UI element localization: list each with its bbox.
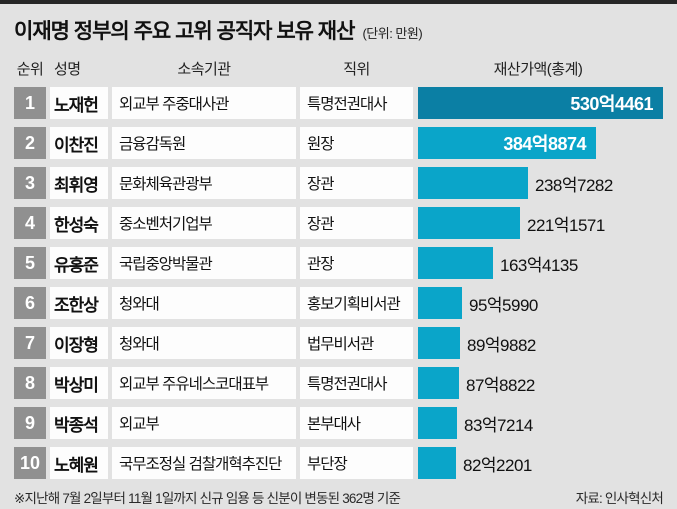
table-row: 6 조한상 청와대 홍보기획비서관 95억5990 bbox=[14, 287, 677, 319]
value-bar bbox=[418, 327, 460, 359]
name-cell: 한성숙 bbox=[50, 207, 108, 239]
org-cell: 청와대 bbox=[112, 287, 296, 319]
value-bar bbox=[418, 407, 457, 439]
org-cell: 외교부 주중대사관 bbox=[112, 87, 296, 119]
value-bar: 384억8874 bbox=[418, 127, 596, 159]
position-cell: 부단장 bbox=[300, 447, 413, 479]
value-bar bbox=[418, 247, 493, 279]
org-cell: 청와대 bbox=[112, 327, 296, 359]
org-cell: 외교부 주유네스코대표부 bbox=[112, 367, 296, 399]
org-cell: 금융감독원 bbox=[112, 127, 296, 159]
org-cell: 문화체육관광부 bbox=[112, 167, 296, 199]
bar-track: 530억4461 bbox=[418, 87, 677, 119]
unit-label: (단위: 만원) bbox=[362, 26, 423, 41]
value-label-outside: 82억2201 bbox=[463, 455, 532, 475]
table-row: 10 노혜원 국무조정실 검찰개혁추진단 부단장 82억2201 bbox=[14, 447, 677, 479]
table-row: 3 최휘영 문화체육관광부 장관 238억7282 bbox=[14, 167, 677, 199]
footer: ※지난해 7월 2일부터 11월 1일까지 신규 임용 등 신분이 변동된 36… bbox=[14, 487, 664, 507]
value-bar bbox=[418, 287, 462, 319]
table-row: 5 유홍준 국립중앙박물관 관장 163억4135 bbox=[14, 247, 677, 279]
rank-badge: 5 bbox=[14, 247, 46, 279]
name-cell: 이찬진 bbox=[50, 127, 108, 159]
table-row: 4 한성숙 중소벤처기업부 장관 221억1571 bbox=[14, 207, 677, 239]
bar-track: 163억4135 bbox=[418, 247, 677, 279]
value-label-outside: 89억9882 bbox=[467, 335, 536, 355]
position-cell: 특명전권대사 bbox=[300, 87, 413, 119]
column-header-rank: 순위 bbox=[16, 61, 44, 78]
name-cell: 노혜원 bbox=[50, 447, 108, 479]
value-bar bbox=[418, 167, 528, 199]
value-label-outside: 163억4135 bbox=[500, 255, 578, 275]
column-headers: 순위 성명 소속기관 직위 재산가액(총계) bbox=[14, 58, 663, 79]
column-header-value: 재산가액(총계) bbox=[493, 61, 583, 78]
bar-track: 384억8874 bbox=[418, 127, 677, 159]
value-label-inside: 530억4461 bbox=[570, 94, 653, 114]
value-label-outside: 95억5990 bbox=[469, 295, 538, 315]
name-cell: 박상미 bbox=[50, 367, 108, 399]
org-cell: 외교부 bbox=[112, 407, 296, 439]
rank-badge: 4 bbox=[14, 207, 46, 239]
rank-badge: 9 bbox=[14, 407, 46, 439]
title-row: 이재명 정부의 주요 고위 공직자 보유 재산 (단위: 만원) bbox=[0, 4, 677, 45]
position-cell: 홍보기획비서관 bbox=[300, 287, 413, 319]
value-label-outside: 238억7282 bbox=[535, 175, 613, 195]
table-row: 1 노재헌 외교부 주중대사관 특명전권대사 530억4461 bbox=[14, 87, 677, 119]
bar-track: 83억7214 bbox=[418, 407, 677, 439]
table-row: 2 이찬진 금융감독원 원장 384억8874 bbox=[14, 127, 677, 159]
bar-track: 89억9882 bbox=[418, 327, 677, 359]
rank-badge: 7 bbox=[14, 327, 46, 359]
rank-badge: 3 bbox=[14, 167, 46, 199]
footnote: ※지난해 7월 2일부터 11월 1일까지 신규 임용 등 신분이 변동된 36… bbox=[14, 491, 401, 506]
value-bar bbox=[418, 447, 456, 479]
bar-track: 82억2201 bbox=[418, 447, 677, 479]
name-cell: 유홍준 bbox=[50, 247, 108, 279]
name-cell: 노재헌 bbox=[50, 87, 108, 119]
value-label-outside: 83억7214 bbox=[464, 415, 533, 435]
column-header-name: 성명 bbox=[54, 61, 81, 78]
position-cell: 장관 bbox=[300, 207, 413, 239]
table-body: 1 노재헌 외교부 주중대사관 특명전권대사 530억4461 2 이찬진 금융… bbox=[14, 87, 677, 479]
table-row: 9 박종석 외교부 본부대사 83억7214 bbox=[14, 407, 677, 439]
source-credit: 자료: 인사혁신처 bbox=[575, 491, 664, 506]
rank-badge: 10 bbox=[14, 447, 46, 479]
column-header-org: 소속기관 bbox=[177, 61, 231, 78]
org-cell: 국무조정실 검찰개혁추진단 bbox=[112, 447, 296, 479]
name-cell: 박종석 bbox=[50, 407, 108, 439]
value-bar bbox=[418, 207, 520, 239]
value-label-outside: 221억1571 bbox=[527, 215, 605, 235]
position-cell: 원장 bbox=[300, 127, 413, 159]
value-label-outside: 87억8822 bbox=[466, 375, 535, 395]
bar-track: 221억1571 bbox=[418, 207, 677, 239]
value-label-inside: 384억8874 bbox=[503, 134, 586, 154]
value-bar bbox=[418, 367, 459, 399]
rank-badge: 2 bbox=[14, 127, 46, 159]
page-title: 이재명 정부의 주요 고위 공직자 보유 재산 bbox=[14, 20, 355, 43]
bar-track: 95억5990 bbox=[418, 287, 677, 319]
value-bar: 530억4461 bbox=[418, 87, 663, 119]
position-cell: 본부대사 bbox=[300, 407, 413, 439]
bar-track: 87억8822 bbox=[418, 367, 677, 399]
name-cell: 조한상 bbox=[50, 287, 108, 319]
org-cell: 국립중앙박물관 bbox=[112, 247, 296, 279]
position-cell: 법무비서관 bbox=[300, 327, 413, 359]
position-cell: 장관 bbox=[300, 167, 413, 199]
position-cell: 관장 bbox=[300, 247, 413, 279]
top-rule bbox=[0, 0, 677, 4]
rank-badge: 6 bbox=[14, 287, 46, 319]
bar-track: 238억7282 bbox=[418, 167, 677, 199]
name-cell: 이장형 bbox=[50, 327, 108, 359]
table-row: 8 박상미 외교부 주유네스코대표부 특명전권대사 87억8822 bbox=[14, 367, 677, 399]
rank-badge: 8 bbox=[14, 367, 46, 399]
name-cell: 최휘영 bbox=[50, 167, 108, 199]
org-cell: 중소벤처기업부 bbox=[112, 207, 296, 239]
position-cell: 특명전권대사 bbox=[300, 367, 413, 399]
rank-badge: 1 bbox=[14, 87, 46, 119]
table-row: 7 이장형 청와대 법무비서관 89억9882 bbox=[14, 327, 677, 359]
column-header-position: 직위 bbox=[343, 61, 370, 78]
